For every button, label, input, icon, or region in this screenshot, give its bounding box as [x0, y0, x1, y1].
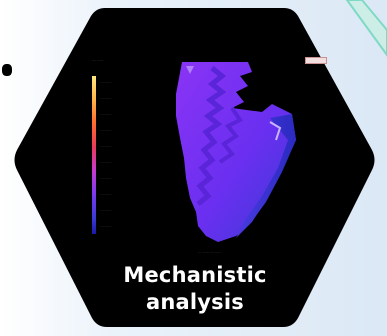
legend-tick: ············	[100, 96, 112, 100]
fea-plot-icon	[176, 62, 296, 242]
legend-tick: ············	[100, 112, 112, 116]
legend-tick: ············	[100, 160, 112, 164]
legend-tick: ············	[100, 192, 112, 196]
legend-tick: ············	[100, 224, 112, 228]
legend-tick: ············	[100, 208, 112, 212]
legend-tick: ············	[100, 176, 112, 180]
legend-tick: ············	[100, 144, 112, 148]
plot-header-text: ···· ·······	[92, 58, 104, 62]
decorative-dot	[2, 64, 12, 76]
badge-title-line2: analysis	[146, 290, 244, 314]
teal-decoration	[345, 0, 387, 57]
plot-footer-text: ··· ········ ···· ······	[198, 250, 221, 254]
legend-tick: ············	[100, 128, 112, 132]
plot-axis-indicator	[305, 57, 327, 64]
legend-tick: ············	[100, 80, 112, 84]
legend-color-bar	[92, 76, 96, 234]
badge-title-line1: Mechanistic	[123, 263, 267, 287]
